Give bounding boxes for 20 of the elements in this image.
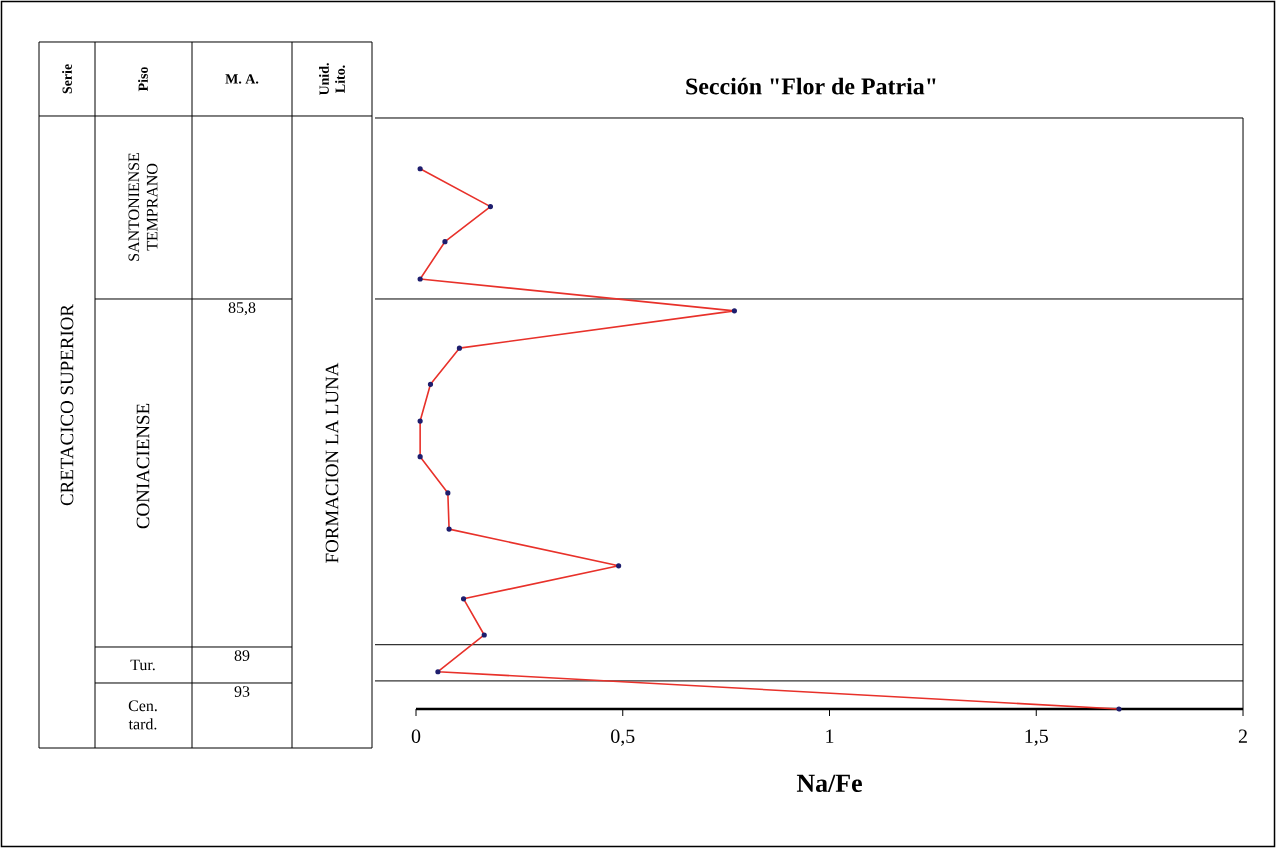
text: 93 xyxy=(234,686,250,697)
text: Unid. Lito. xyxy=(319,63,345,96)
chart-title: Sección "Flor de Patria" xyxy=(686,77,936,95)
text: 89 xyxy=(234,650,250,661)
text: CONIACIENSE xyxy=(136,403,150,529)
text: Tur. xyxy=(130,659,155,671)
text: SANTONIENSE TEMPRANO xyxy=(128,153,158,261)
x-tick-label: 0 xyxy=(411,729,421,743)
x-tick-label: 2 xyxy=(1238,729,1247,743)
text: M. A. xyxy=(225,74,259,84)
x-tick-label: 1,5 xyxy=(1025,729,1048,746)
text: CRETACICO SUPERIOR xyxy=(60,304,74,506)
text: Serie xyxy=(62,64,72,94)
text: FORMACION LA LUNA xyxy=(325,362,339,563)
text: 85,8 xyxy=(228,302,256,316)
x-tick-label: 0,5 xyxy=(611,729,635,746)
x-axis-title: Na/Fe xyxy=(796,774,862,792)
x-tick-label: 1 xyxy=(826,729,834,743)
text: Piso xyxy=(138,67,148,92)
text: Cen. tard. xyxy=(128,700,157,730)
